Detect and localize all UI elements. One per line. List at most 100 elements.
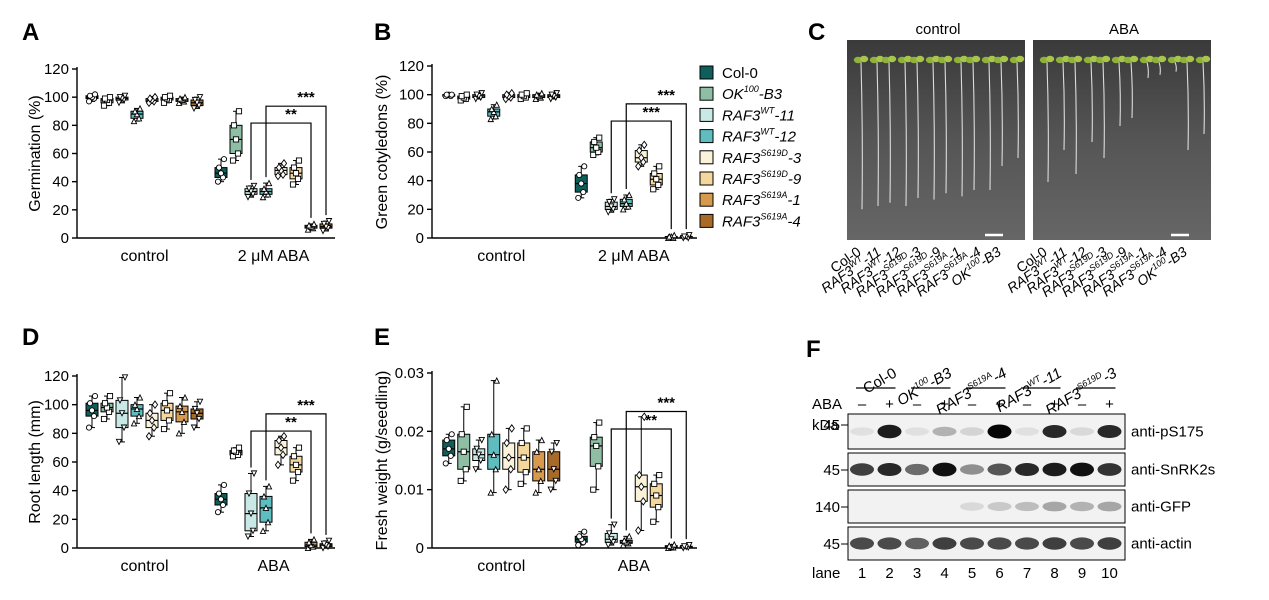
y-tick-label: 0.01 [395,482,424,499]
y-tick-label: 80 [52,425,69,442]
data-point [91,393,99,400]
data-point [166,92,174,99]
label-suffix: -9 [788,171,802,188]
data-point [295,157,303,164]
aba-mark: + [1050,396,1059,413]
blot-band [850,463,874,476]
label-base: RAF3 [722,107,761,124]
data-point [537,477,545,484]
seedling-cotyledon [1015,55,1025,63]
photo-label: ABA [1109,21,1139,38]
seedling-root [944,61,947,194]
antibody-label: anti-actin [1131,536,1192,553]
box-wt11 [604,196,618,216]
legend-swatch [699,213,714,228]
data-point [590,151,597,158]
data-point [651,480,658,487]
legend-label: OK100-B3 [722,84,783,103]
box-s619a4 [319,218,333,235]
data-point [653,492,660,499]
blot-band [877,537,902,550]
seedling-root [1118,61,1121,127]
box-s619a1 [664,231,678,242]
data-point [490,451,498,458]
legend-label: RAF3S619D-9 [722,169,802,188]
data-point [636,146,643,155]
seedling-root [988,61,991,191]
data-point [146,94,154,103]
label-base: OK [722,86,745,103]
data-point [523,90,530,97]
aba-mark: + [940,396,949,413]
data-point [503,90,510,100]
photo-background [1033,40,1211,240]
data-point [91,91,99,98]
y-tick-label: 40 [52,483,69,500]
data-point [635,526,642,535]
data-point [176,402,184,410]
data-point [578,180,585,187]
category-label: ABA [618,558,650,575]
y-tick-label: 0 [416,230,424,247]
lane-number: 7 [1023,565,1031,582]
data-point [502,485,509,495]
data-point [443,91,450,98]
data-point [325,537,333,545]
data-point [538,89,546,97]
seedling-root [960,61,963,197]
data-point [457,477,464,484]
legend-label: RAF3WT-12 [722,127,797,146]
y-tick-label: 20 [52,202,69,219]
data-point [106,393,114,400]
data-point [181,393,189,401]
data-point [604,209,612,216]
data-point [85,424,93,431]
data-point [622,199,630,207]
seedling-cotyledon [1157,55,1167,63]
data-point [605,530,613,538]
blot-band [1015,537,1039,550]
blot-band [1070,427,1094,436]
box-wt12 [487,101,501,123]
seedling-cotyledon [887,55,897,63]
data-point [145,431,153,441]
lane-number: 1 [858,565,866,582]
data-point [319,227,327,235]
label-suffix: -B3 [926,364,955,391]
box-iqr [589,436,603,467]
box-ok100 [457,91,471,104]
data-point [250,182,258,190]
y-tick-label: 0.03 [395,365,424,382]
seedling-root [1158,61,1161,75]
data-point [596,134,603,141]
box-s619d9 [517,90,531,103]
data-point [250,470,258,478]
kda-value: 45 [823,536,840,553]
box-s619d9 [649,163,663,193]
box-s619a4 [190,398,204,432]
data-point [487,488,495,496]
bracket-line [250,122,312,218]
bracket-line [265,105,327,216]
bracket-line [625,410,687,540]
significance-label: *** [642,104,660,121]
y-tick-label: 80 [407,115,424,132]
data-point [295,444,303,451]
data-point [230,122,238,129]
data-point [458,93,465,100]
category-label: ABA [257,558,289,575]
lane-number: 3 [913,565,921,582]
panel-letter: B [374,19,391,46]
seedling-root [1174,61,1177,72]
box-wt11 [472,437,486,473]
label-suffix: -3 [788,150,802,167]
data-point [448,431,455,438]
data-point [190,424,198,432]
blot-band [960,427,984,436]
data-point [191,405,199,413]
data-point [136,393,144,401]
data-point [640,496,647,506]
data-point [462,466,469,473]
seedling-photo-0: controlCol-0RAF3WT-11RAF3WT-12RAF3S619D-… [818,21,1025,300]
